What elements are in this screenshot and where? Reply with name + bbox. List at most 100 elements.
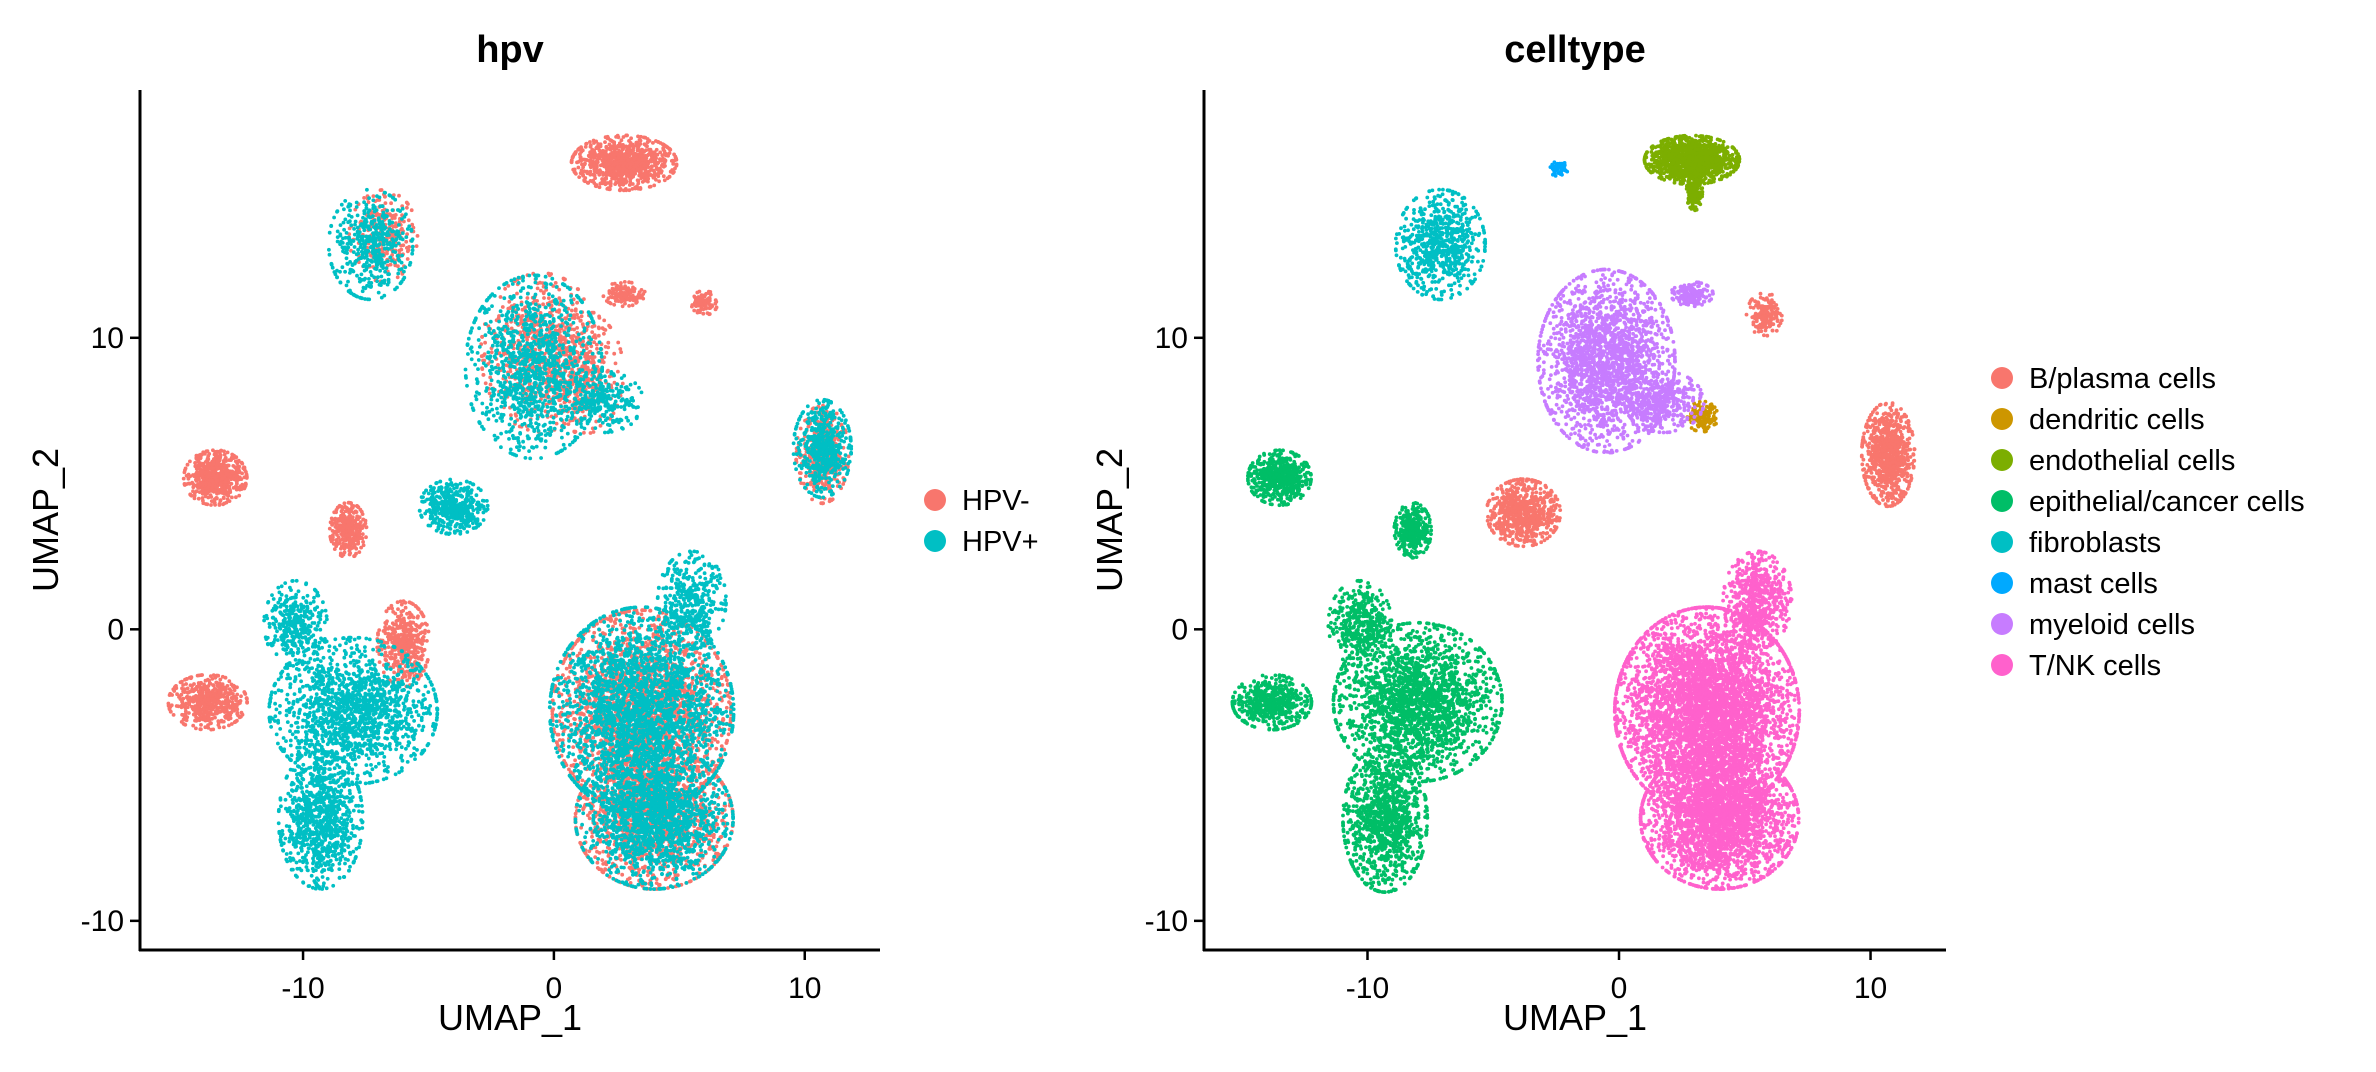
data-point (480, 367, 484, 371)
data-point (343, 501, 347, 505)
data-point (347, 515, 351, 519)
data-point (226, 684, 230, 688)
data-point (594, 184, 598, 188)
data-point (216, 467, 220, 471)
data-point (536, 287, 540, 291)
data-point (602, 332, 606, 336)
data-point (227, 458, 231, 462)
data-point (612, 142, 616, 146)
data-point (593, 335, 597, 339)
data-point (608, 325, 612, 329)
data-point (223, 709, 227, 713)
data-point (390, 604, 394, 608)
data-point (227, 485, 231, 489)
data-point (571, 155, 575, 159)
data-point (489, 383, 493, 387)
data-point (352, 504, 356, 508)
data-point (222, 701, 226, 705)
data-point (631, 294, 635, 298)
data-point (627, 304, 631, 308)
data-point (359, 546, 363, 550)
data-point (597, 326, 601, 330)
data-point (661, 146, 665, 150)
data-point (422, 648, 426, 652)
data-point (215, 496, 219, 500)
data-point (231, 471, 235, 475)
data-point (424, 664, 428, 668)
data-point (609, 157, 613, 161)
data-point (600, 158, 604, 162)
data-point (699, 308, 703, 312)
data-point (618, 347, 622, 351)
data-point (608, 187, 612, 191)
data-point (526, 296, 530, 300)
cluster (602, 280, 647, 308)
data-point (622, 189, 626, 193)
data-point (341, 512, 345, 516)
data-point (619, 151, 623, 155)
data-point (663, 178, 667, 182)
data-point (708, 304, 712, 308)
data-point (617, 178, 621, 182)
data-point (603, 140, 607, 144)
data-point (209, 493, 213, 497)
data-point (526, 428, 530, 432)
data-point (624, 172, 628, 176)
data-point (631, 303, 635, 307)
data-point (664, 154, 668, 158)
data-point (221, 502, 225, 506)
data-point (205, 708, 209, 712)
data-point (214, 681, 218, 685)
data-point (203, 725, 207, 729)
data-point (619, 182, 623, 186)
cluster (328, 501, 369, 558)
data-point (352, 539, 356, 543)
data-point (595, 159, 599, 163)
data-point (330, 523, 334, 527)
data-point (206, 459, 210, 463)
data-point (662, 174, 666, 178)
data-point (588, 140, 592, 144)
data-point (652, 184, 656, 188)
data-point (499, 295, 503, 299)
data-point (625, 153, 629, 157)
data-point (654, 139, 658, 143)
data-point (623, 280, 627, 284)
data-point (223, 715, 227, 719)
data-point (224, 689, 228, 693)
data-point (240, 462, 244, 466)
data-point (189, 683, 193, 687)
data-point (644, 148, 648, 152)
data-point (578, 319, 582, 323)
data-point (213, 687, 217, 691)
data-point (211, 467, 215, 471)
data-point (632, 167, 636, 171)
data-point (230, 496, 234, 500)
data-point (617, 156, 621, 160)
data-point (427, 630, 431, 634)
data-point (209, 702, 213, 706)
data-point (542, 296, 546, 300)
data-point (235, 485, 239, 489)
data-point (619, 350, 623, 354)
data-point (213, 450, 217, 454)
data-point (591, 173, 595, 177)
data-point (212, 673, 216, 677)
data-point (557, 308, 561, 312)
data-point (335, 526, 339, 530)
data-point (197, 674, 201, 678)
data-point (613, 282, 617, 286)
data-point (174, 687, 178, 691)
data-point (638, 290, 642, 294)
data-point (198, 483, 202, 487)
data-point (581, 165, 585, 169)
data-point (622, 287, 626, 291)
data-point (333, 547, 337, 551)
data-point (639, 168, 643, 172)
data-point (183, 482, 187, 486)
data-point (184, 467, 188, 471)
data-point (201, 708, 205, 712)
data-point (588, 155, 592, 159)
data-point (231, 709, 235, 713)
data-point (196, 711, 200, 715)
